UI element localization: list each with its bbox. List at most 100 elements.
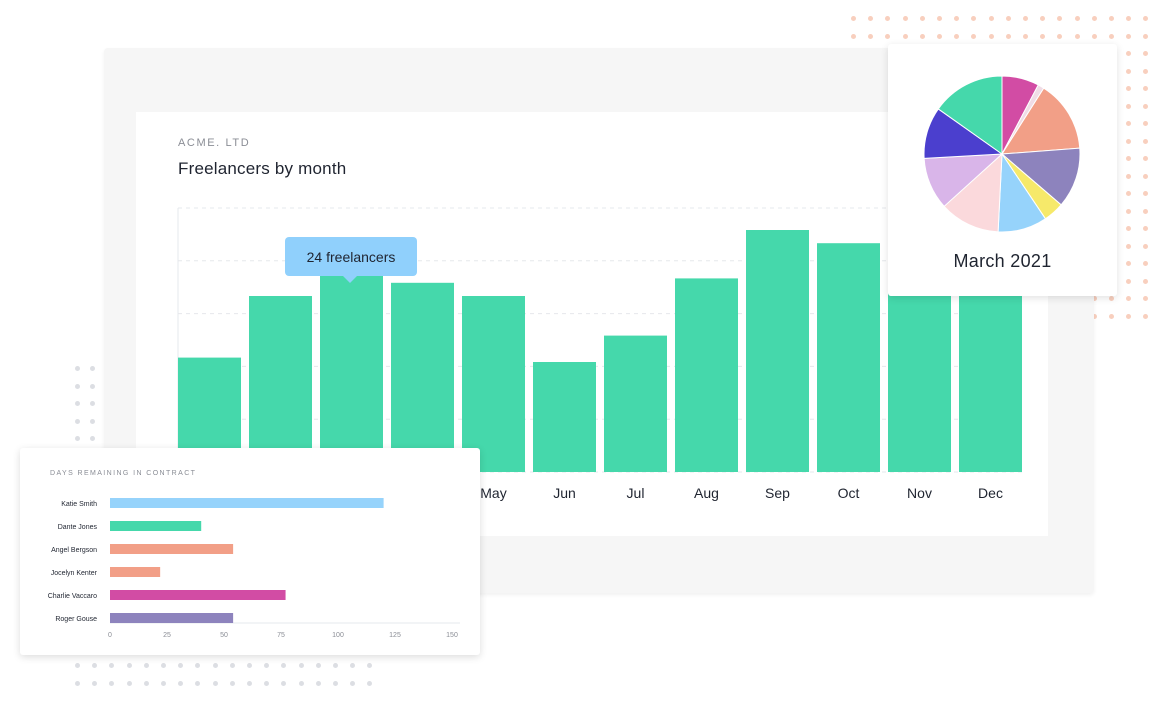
pie-chart-label: March 2021 [953, 251, 1052, 271]
decorative-dot [1143, 51, 1149, 56]
decorative-dot [851, 16, 856, 21]
decorative-dot [1074, 33, 1080, 39]
bar-jul [604, 335, 667, 472]
x-tick-label: 100 [332, 632, 344, 639]
decorative-dot [1126, 296, 1132, 301]
decorative-dot [919, 33, 925, 39]
decorative-dot [1126, 173, 1132, 179]
decorative-dot [1074, 16, 1080, 21]
bar-mar [320, 260, 383, 472]
decorative-dot [75, 681, 80, 686]
pie-slice-7 [943, 152, 1003, 233]
x-tick-label: 50 [220, 632, 228, 639]
decorative-dot [1143, 226, 1149, 231]
decorative-dot [350, 663, 356, 668]
decorative-dot [92, 681, 98, 686]
decorative-dot [1126, 261, 1132, 266]
contract-bar [110, 590, 286, 600]
decorative-dot [1143, 156, 1149, 161]
decorative-dot [919, 16, 925, 21]
decorative-dot [264, 681, 270, 686]
tooltip-arrow [343, 276, 357, 283]
decorative-dot [195, 681, 201, 686]
decorative-dot [1126, 191, 1132, 196]
decorative-dot [178, 663, 184, 668]
decorative-dot [143, 663, 149, 668]
decorative-dot [1126, 226, 1132, 231]
decorative-dot [1143, 16, 1149, 21]
pie-slice-4 [1000, 147, 1081, 206]
decorative-dot [90, 418, 95, 424]
x-tick-label-sep: Sep [765, 485, 790, 501]
x-tick-label-jul: Jul [627, 485, 645, 501]
decorative-dot [178, 681, 184, 686]
decorative-dot [75, 663, 80, 668]
decorative-dot [1143, 33, 1149, 39]
decorative-dot [212, 663, 218, 668]
contract-bar [110, 613, 234, 623]
decorative-dot [212, 681, 218, 686]
decorative-dot [971, 33, 977, 39]
decorative-dot [954, 33, 960, 39]
row-label: Dante Jones [58, 524, 98, 531]
bar-dec [959, 278, 1022, 472]
decorative-dot [1126, 121, 1132, 126]
decorative-dot [315, 681, 321, 686]
decorative-dot [298, 681, 304, 686]
decorative-dot [1143, 68, 1149, 74]
decorative-dot [126, 681, 132, 686]
row-label: Charlie Vaccaro [48, 593, 97, 600]
decorative-dot [1126, 138, 1132, 144]
decorative-dot [1126, 103, 1132, 109]
tooltip-text: 24 freelancers [306, 248, 396, 265]
row-label: Roger Gouse [55, 616, 97, 623]
decorative-dot [109, 663, 115, 668]
decorative-dot [1091, 313, 1097, 319]
x-tick-label-nov: Nov [907, 485, 932, 501]
decorative-dot [1091, 16, 1097, 21]
decorative-dot [1109, 296, 1114, 301]
decorative-dot [333, 681, 338, 686]
decorative-dot [298, 663, 304, 668]
decorative-dot [143, 681, 149, 686]
decorative-dot [1143, 208, 1149, 214]
bar-oct [817, 243, 880, 472]
decorative-dot [161, 681, 166, 686]
row-label: Jocelyn Kenter [51, 570, 98, 577]
decorative-dot [1126, 68, 1132, 74]
bar-jun [533, 362, 596, 472]
decorative-dot [1005, 33, 1011, 39]
decorative-dot [75, 436, 80, 441]
decorative-dot [367, 681, 373, 686]
decorative-dot [1143, 278, 1149, 284]
contract-days-card: DAYS REMAINING IN CONTRACT Katie Smith Da… [20, 448, 480, 655]
x-tick-label-jun: Jun [553, 485, 576, 501]
decorative-dot [937, 16, 942, 21]
decorative-dot [1005, 16, 1011, 21]
decorative-dot [264, 663, 270, 668]
bar-may [462, 296, 525, 472]
decorative-dot [1143, 296, 1149, 301]
decorative-dot [109, 681, 115, 686]
decorative-dot [1126, 51, 1132, 56]
decorative-dot [1040, 33, 1046, 39]
decorative-dot [1143, 243, 1149, 249]
x-tick-label-dec: Dec [978, 485, 1003, 501]
decorative-dot [90, 401, 95, 406]
decorative-dot [1126, 33, 1132, 39]
company-name: ACME. LTD [178, 137, 251, 149]
bar-aug [675, 278, 738, 472]
freelancers-bar-chart: May Jun Jul Aug Sep Oct Nov Dec [177, 207, 1022, 501]
pie-slice-3 [1001, 87, 1081, 155]
decorative-dot [902, 16, 908, 21]
decorative-dot [90, 383, 95, 389]
x-tick-label: 0 [108, 632, 112, 639]
contract-bar [110, 544, 234, 554]
decorative-dot [75, 383, 80, 389]
decorative-dot [247, 681, 252, 686]
decorative-dot [75, 418, 80, 424]
decorative-dot [937, 33, 942, 39]
decorative-dot [868, 33, 874, 39]
decorative-dot [1143, 313, 1149, 319]
decorative-dot [90, 436, 95, 441]
